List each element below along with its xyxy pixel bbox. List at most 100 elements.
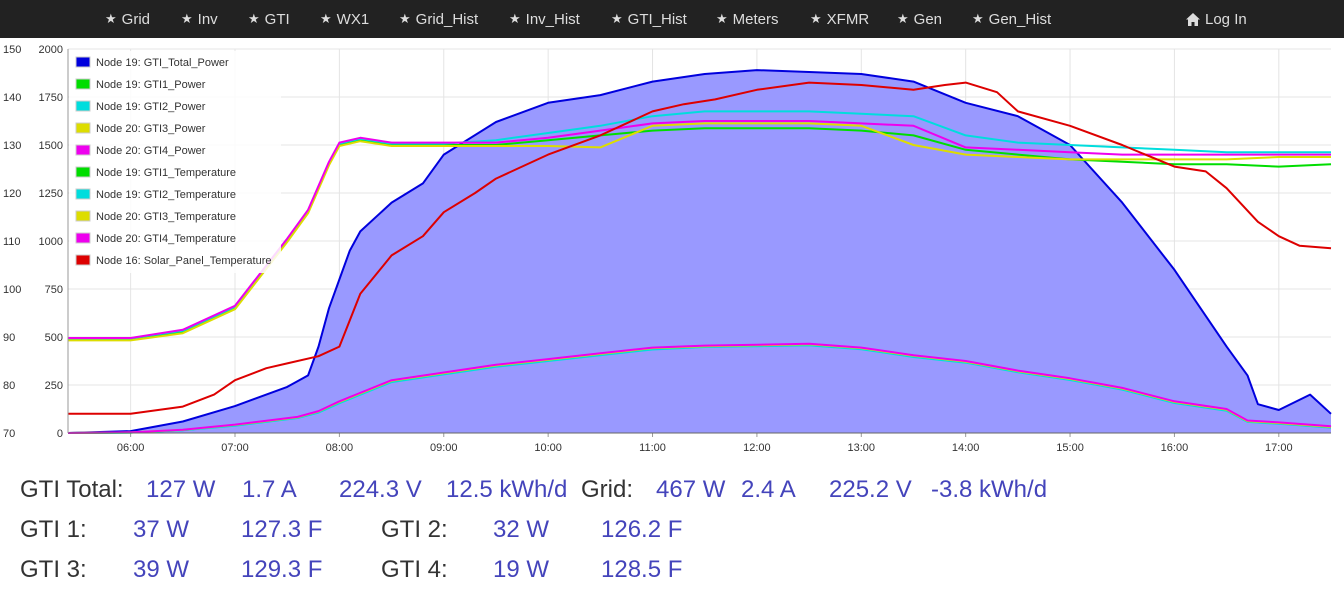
y-left-tick-label: 130	[3, 140, 21, 152]
series-line-7	[68, 122, 1331, 342]
login-link[interactable]: Log In	[1186, 0, 1247, 38]
gti-total-energy: 12.5 kWh/d	[446, 476, 568, 503]
legend-label: Node 19: GTI2_Temperature	[96, 189, 236, 201]
chart-container: 70 80 90 100 110 120 130 140 150 0 250 500 750 1000 12…	[0, 38, 1344, 458]
y-left-tick-label: 150	[3, 44, 21, 56]
x-tick-label: 07:00	[221, 442, 249, 454]
gti-total-voltage: 224.3 V	[339, 476, 422, 503]
legend-label: Node 16: Solar_Panel_Temperature	[96, 255, 272, 267]
x-tick-label: 13:00	[848, 442, 876, 454]
nav-item-grid-hist[interactable]: ★ Grid_Hist	[399, 11, 478, 28]
grid-label: Grid:	[581, 476, 634, 503]
legend-label: Node 20: GTI3_Temperature	[96, 211, 236, 223]
x-tick-label: 09:00	[430, 442, 458, 454]
series-line-9	[68, 81, 1332, 415]
nav-item-gti[interactable]: ★ GTI	[248, 11, 290, 28]
gti3-label: GTI 3:	[20, 556, 87, 583]
gti1-label: GTI 1:	[20, 516, 87, 543]
nav-item-label: WX1	[336, 10, 370, 28]
x-tick-label: 15:00	[1056, 442, 1084, 454]
gti-total-label: GTI Total:	[20, 476, 124, 503]
legend-swatch	[75, 254, 91, 266]
y-left-tick-label: 110	[3, 236, 21, 248]
nav-item-label: Grid_Hist	[415, 10, 479, 28]
gti2-label: GTI 2:	[381, 516, 448, 543]
x-tick-label: 12:00	[743, 442, 771, 454]
legend-label: Node 19: GTI2_Power	[96, 101, 206, 113]
nav-item-gen-hist[interactable]: ★ Gen_Hist	[972, 11, 1051, 28]
nav-item-label: GTI_Hist	[627, 10, 687, 28]
legend-swatch	[75, 166, 91, 178]
y-left-tick-label: 90	[3, 332, 15, 344]
home-icon	[1186, 12, 1200, 26]
y-right-tick-label: 1500	[39, 140, 63, 152]
nav-item-wx1[interactable]: ★ WX1	[320, 11, 369, 28]
y-left-tick-label: 120	[3, 188, 21, 200]
nav-item-gti-hist[interactable]: ★ GTI_Hist	[611, 11, 687, 28]
star-icon: ★	[810, 11, 822, 27]
star-icon: ★	[181, 11, 193, 27]
grid-energy: -3.8 kWh/d	[931, 476, 1048, 503]
nav-item-inv[interactable]: ★ Inv	[181, 11, 218, 28]
legend-swatch	[75, 122, 91, 134]
y-right-tick-label: 750	[45, 284, 63, 296]
star-icon: ★	[105, 11, 117, 27]
legend-label: Node 20: GTI4_Temperature	[96, 233, 236, 245]
y-left-tick-label: 140	[3, 92, 21, 104]
nav-item-label: Grid	[121, 10, 150, 28]
stats-panel: GTI Total: 127 W 1.7 A 224.3 V 12.5 kWh/…	[0, 470, 1344, 607]
legend-box	[69, 51, 281, 273]
gti4-temp: 128.5 F	[601, 556, 683, 583]
series-line-8	[68, 120, 1331, 339]
y-right-tick-label: 1750	[39, 92, 63, 104]
nav-item-grid[interactable]: ★ Grid	[105, 11, 150, 28]
grid-current: 2.4 A	[741, 476, 796, 503]
x-tick-label: 17:00	[1265, 442, 1293, 454]
nav-item-label: Inv	[197, 10, 218, 28]
legend-label: Node 19: GTI1_Temperature	[96, 167, 236, 179]
series-line-4	[67, 342, 1332, 434]
y-right-tick-label: 2000	[39, 44, 63, 56]
y-right-tick-label: 500	[45, 332, 63, 344]
legend-swatch	[75, 188, 91, 200]
gti4-label: GTI 4:	[381, 556, 448, 583]
legend-label: Node 19: GTI_Total_Power	[96, 57, 229, 69]
gti2-temp: 126.2 F	[601, 516, 683, 543]
legend-swatch	[75, 144, 91, 156]
star-icon: ★	[320, 11, 332, 27]
y-right-tick-label: 250	[45, 380, 63, 392]
y-right-tick-label: 1250	[39, 188, 63, 200]
gti1-power: 37 W	[133, 516, 190, 543]
nav-item-label: Meters	[732, 10, 779, 28]
navbar: ★ Grid ★ Inv ★ GTI ★ WX1 ★ Grid_Hist ★ Inv_His…	[0, 0, 1344, 38]
x-tick-label: 08:00	[326, 442, 354, 454]
y-right-tick-label: 1000	[39, 236, 63, 248]
chart-svg: 7080901001101201301401500250500750100012…	[3, 44, 1332, 454]
gti1-temp: 127.3 F	[241, 516, 323, 543]
star-icon: ★	[897, 11, 909, 27]
legend-label: Node 20: GTI4_Power	[96, 145, 206, 157]
gti4-power: 19 W	[493, 556, 550, 583]
x-tick-label: 06:00	[117, 442, 145, 454]
legend-swatch	[75, 232, 91, 244]
star-icon: ★	[509, 11, 521, 27]
y-left-tick-label: 70	[3, 428, 15, 440]
star-icon: ★	[399, 11, 411, 27]
legend-swatch	[75, 56, 91, 68]
series-area-0	[68, 70, 1331, 433]
grid-voltage: 225.2 V	[829, 476, 912, 503]
legend-swatch	[75, 78, 91, 90]
legend-label: Node 19: GTI1_Power	[96, 79, 206, 91]
x-tick-label: 16:00	[1161, 442, 1189, 454]
login-label: Log In	[1205, 10, 1247, 28]
x-tick-label: 10:00	[534, 442, 562, 454]
x-tick-label: 11:00	[639, 442, 666, 454]
nav-item-meters[interactable]: ★ Meters	[716, 11, 779, 28]
nav-item-label: Inv_Hist	[525, 10, 580, 28]
nav-item-gen[interactable]: ★ Gen	[897, 11, 942, 28]
star-icon: ★	[248, 11, 260, 27]
nav-item-label: GTI	[264, 10, 290, 28]
nav-item-inv-hist[interactable]: ★ Inv_Hist	[509, 11, 580, 28]
nav-item-label: Gen_Hist	[988, 10, 1052, 28]
nav-item-xfmr[interactable]: ★ XFMR	[810, 11, 869, 28]
